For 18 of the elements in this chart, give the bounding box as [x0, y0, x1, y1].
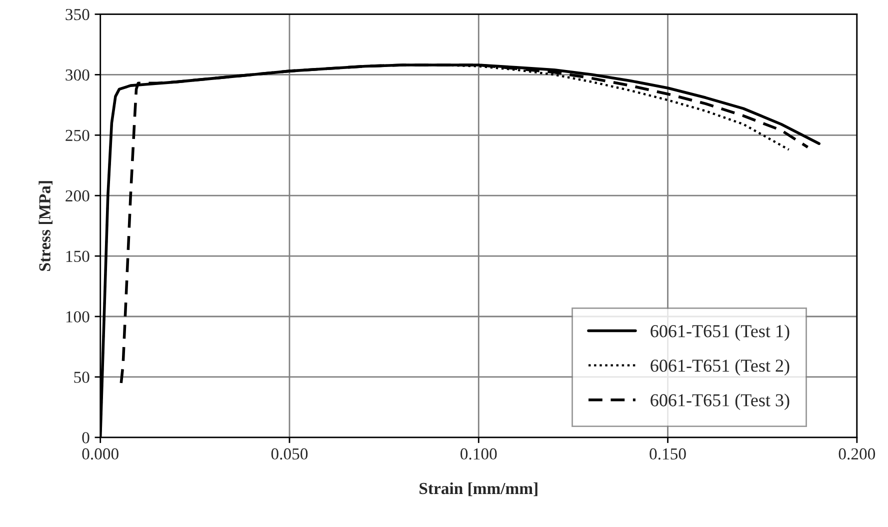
x-tick-label: 0.100 — [460, 448, 497, 460]
x-tick-label: 0.150 — [650, 448, 686, 460]
y-tick-label: 300 — [66, 69, 90, 81]
legend-label: 6061-T651 (Test 2) — [650, 359, 790, 376]
y-tick-label: 250 — [66, 130, 90, 142]
y-axis-title: Stress [MPa] — [38, 181, 52, 271]
x-axis-title: Strain [mm/mm] — [420, 482, 538, 496]
legend-label: 6061-T651 (Test 1) — [650, 324, 790, 341]
y-tick-label: 150 — [66, 250, 90, 262]
x-tick-label: 0.200 — [838, 448, 876, 460]
y-tick-label: 350 — [66, 8, 90, 20]
y-tick-label: 50 — [74, 372, 90, 383]
legend-label: 6061-T651 (Test 3) — [650, 394, 790, 410]
x-tick-label: 0.000 — [82, 448, 118, 460]
y-tick-label: 0 — [82, 432, 90, 444]
x-tick-label: 0.050 — [271, 448, 308, 460]
y-tick-label: 100 — [66, 311, 90, 322]
y-tick-label: 200 — [66, 190, 90, 202]
